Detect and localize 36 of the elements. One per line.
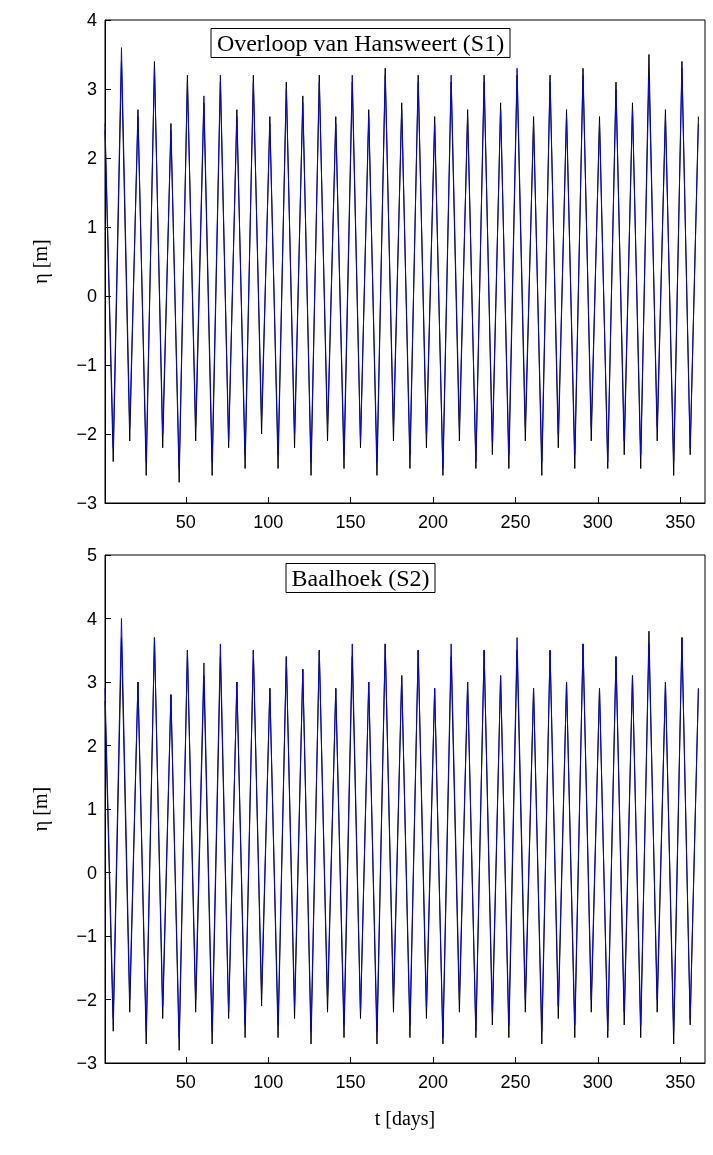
x-tick-label: 200: [418, 512, 449, 532]
x-tick-label: 200: [418, 1072, 449, 1092]
y-tick-label: 5: [86, 545, 97, 565]
y-tick-label: −3: [76, 493, 97, 513]
y-tick-label: −3: [76, 1053, 97, 1073]
y-axis-title: η [m]: [29, 239, 52, 284]
x-tick-label: 300: [582, 1072, 613, 1092]
y-tick-label: −2: [76, 424, 97, 444]
x-tick-label: 100: [253, 1072, 284, 1092]
y-axis-title: η [m]: [29, 786, 52, 832]
chart-title: Overloop van Hansweert (S1): [216, 30, 505, 56]
y-tick-label: −1: [76, 355, 97, 375]
x-tick-label: 50: [175, 512, 196, 532]
y-tick-label: 4: [86, 608, 97, 629]
x-tick-label: 250: [500, 512, 531, 532]
x-tick-label: 350: [665, 512, 696, 532]
y-tick-label: 4: [86, 10, 97, 30]
x-tick-label: 100: [253, 512, 284, 532]
x-tick-label: 150: [335, 512, 366, 532]
y-tick-label: 3: [86, 672, 97, 692]
x-tick-label: 50: [175, 1072, 196, 1092]
x-tick-label: 150: [335, 1072, 366, 1092]
y-tick-label: 1: [86, 799, 97, 819]
chart-title: Baalhoek (S2): [291, 565, 430, 591]
x-axis-title: t [days]: [374, 1107, 436, 1130]
y-tick-label: 0: [86, 286, 97, 306]
y-tick-label: 0: [86, 862, 97, 883]
y-tick-label: −2: [76, 989, 97, 1010]
y-tick-label: −1: [76, 926, 97, 946]
y-tick-label: 2: [86, 735, 97, 756]
x-tick-label: 250: [500, 1072, 531, 1092]
x-tick-label: 350: [665, 1072, 696, 1092]
y-tick-label: 3: [86, 79, 97, 99]
y-tick-label: 1: [86, 217, 97, 237]
x-tick-label: 300: [582, 512, 613, 532]
y-tick-label: 2: [86, 148, 97, 168]
